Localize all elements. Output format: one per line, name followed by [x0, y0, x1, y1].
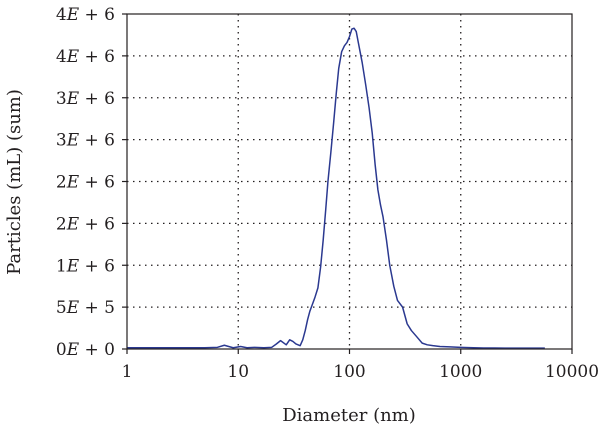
series-layer — [127, 27, 545, 349]
y-tick-label: 3E + 6 — [56, 131, 115, 151]
x-tick-label: 10000 — [545, 362, 599, 382]
tick-marks — [122, 13, 573, 354]
x-tick-label: 100 — [333, 362, 365, 382]
x-tick-label: 1000 — [439, 362, 482, 382]
y-tick-labels: 0E + 0 5E + 5 1E + 6 2E + 6 2E + 6 3E + 6 3E +… — [56, 5, 115, 360]
y-tick-label: 5E + 5 — [56, 298, 115, 318]
y-tick-label: 4E + 6 — [56, 5, 115, 25]
y-tick-label: 2E + 6 — [56, 214, 115, 234]
y-tick-label: 2E + 6 — [56, 173, 115, 193]
y-tick-label: 3E + 6 — [56, 89, 115, 109]
x-tick-label: 10 — [227, 362, 249, 382]
x-tick-labels: 1 10 100 1000 10000 — [122, 362, 599, 382]
y-tick-label: 4E + 6 — [56, 47, 115, 67]
series-line — [127, 27, 545, 349]
y-axis-title: Particles (mL) (sum) — [4, 89, 25, 275]
grid — [127, 14, 572, 349]
y-tick-label: 0E + 0 — [56, 340, 115, 360]
x-axis-title: Diameter (nm) — [282, 405, 416, 426]
y-tick-label: 1E + 6 — [56, 256, 115, 276]
x-tick-label: 1 — [122, 362, 133, 382]
